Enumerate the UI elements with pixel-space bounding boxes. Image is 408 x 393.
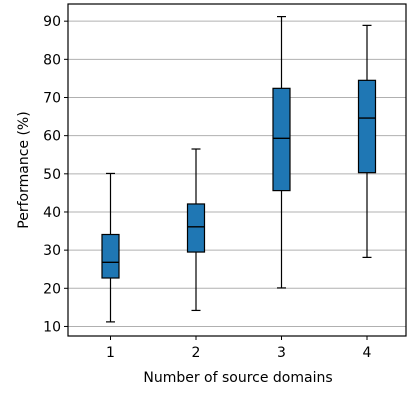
y-tick-label: 80 [43,52,61,68]
y-tick-label: 60 [43,129,61,145]
x-tick-label: 1 [106,345,115,361]
gridlines [68,20,406,327]
box-series [101,15,377,323]
y-axis-label: Performance (%) [16,111,32,228]
iqr-box [272,87,291,192]
iqr-box [357,79,377,174]
x-axis-label: Number of source domains [143,370,332,386]
y-tick-label: 10 [43,319,61,335]
box-group [186,148,206,312]
y-tick-label: 20 [43,281,61,297]
y-tick-label: 50 [43,167,61,183]
y-tick-label: 70 [43,90,61,106]
box-group [357,24,377,258]
plot-frame [67,3,407,337]
box-group [101,172,120,323]
x-tick-label: 4 [363,345,372,361]
iqr-box [186,203,206,253]
x-tick-label: 2 [192,345,201,361]
x-tick-label: 3 [277,345,286,361]
iqr-box [101,233,120,279]
y-tick-label: 90 [43,14,61,30]
y-tick-label: 40 [43,205,61,221]
axes: 10 20 30 40 50 60 70 80 90 1 2 3 4 [43,14,371,361]
y-tick-label: 30 [43,243,61,259]
box-group [272,15,291,289]
